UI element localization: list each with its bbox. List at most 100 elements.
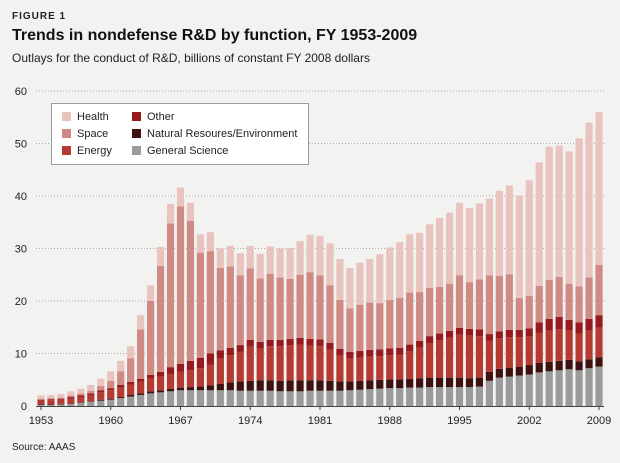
bar-segment-health-2003 [535,162,543,286]
bar-segment-other-1997 [475,329,484,337]
bar-segment-natural-resoures-environment-2003 [535,362,543,373]
bar-segment-general-science-1957 [77,402,85,406]
bar-segment-health-1986 [366,259,374,303]
bar-segment-natural-resoures-environment-1962 [127,394,135,397]
bar-segment-energy-1993 [435,340,444,378]
bar-segment-natural-resoures-environment-1965 [156,390,165,393]
bar-segment-general-science-1969 [196,390,204,406]
bar-segment-other-1996 [465,328,474,336]
x-tick-label: 1995 [447,415,471,427]
bar-segment-general-science-1999 [495,377,503,406]
bar-segment-energy-1988 [386,355,394,380]
bar-segment-health-1979 [296,241,304,275]
bar-segment-space-1965 [156,265,165,372]
bar-segment-natural-resoures-environment-1986 [366,380,374,390]
bar-segment-energy-2006 [565,330,573,360]
bar-segment-other-1977 [276,339,284,347]
bar-segment-natural-resoures-environment-1968 [186,387,195,391]
bar-segment-natural-resoures-environment-1987 [376,379,384,389]
bar-segment-general-science-1998 [485,380,493,406]
bar-segment-energy-1968 [186,370,195,388]
bar-segment-natural-resoures-environment-1964 [147,391,155,394]
bar-segment-energy-1964 [147,378,155,392]
bar-segment-general-science-1997 [475,386,484,406]
bar-segment-health-1995 [455,202,464,276]
bar-segment-natural-resoures-environment-1953 [37,404,45,405]
bar-segment-health-1977 [276,248,284,278]
y-tick-label: 30 [15,244,27,256]
bar-segment-energy-1962 [127,384,135,395]
bar-segment-other-1983 [336,348,344,356]
bar-segment-energy-2004 [545,330,553,362]
bar-segment-natural-resoures-environment-1982 [326,380,334,391]
chart-legend: Health Space Energy Other Natural Resoures/E… [51,103,309,165]
bar-segment-other-1971 [216,350,224,359]
bar-segment-general-science-1960 [107,399,115,406]
bar-segment-energy-1977 [276,346,284,381]
bar-segment-health-1953 [37,395,45,399]
bar-segment-natural-resoures-environment-1970 [206,385,214,391]
bar-segment-general-science-2003 [535,372,543,406]
bar-segment-natural-resoures-environment-1989 [396,379,404,389]
bar-segment-space-1956 [67,395,75,398]
bar-segment-energy-1959 [97,392,105,400]
bar-segment-space-1967 [176,206,185,364]
bar-segment-space-1978 [286,278,294,339]
bar-segment-health-1975 [256,253,264,279]
bar-segment-space-2007 [575,286,583,323]
bar-segment-natural-resoures-environment-2001 [515,366,523,376]
source-note: Source: AAAS [12,442,76,453]
figure-label: FIGURE 1 [12,11,67,22]
bar-segment-energy-1969 [196,368,204,387]
legend-label: Health [77,111,109,123]
bar-segment-space-1968 [186,220,195,361]
bar-segment-space-2009 [595,264,603,316]
bar-segment-other-2008 [585,318,593,331]
bar-segment-other-1974 [246,339,254,347]
x-tick-label: 1974 [238,415,262,427]
bar-segment-space-1977 [276,277,284,340]
bar-segment-health-1987 [376,254,384,304]
bar-segment-health-2006 [565,151,573,284]
bar-segment-space-2001 [515,297,523,330]
bar-segment-space-1988 [386,299,394,349]
bar-segment-other-2005 [555,316,563,330]
bar-segment-energy-1976 [266,346,274,381]
bar-segment-general-science-2007 [575,370,583,406]
bar-segment-natural-resoures-environment-1990 [406,378,414,388]
bar-segment-space-1954 [47,398,55,400]
bar-segment-natural-resoures-environment-1975 [256,380,264,391]
bar-segment-health-1980 [306,234,314,273]
bar-segment-space-1959 [97,386,105,391]
bar-segment-space-1969 [196,252,204,358]
bar-segment-space-1962 [127,358,135,382]
bar-segment-other-1985 [356,350,364,358]
bar-segment-natural-resoures-environment-1966 [166,388,175,392]
bar-segment-natural-resoures-environment-1991 [416,378,424,388]
legend-label: Natural Resoures/Environment [147,128,298,140]
bar-segment-health-1982 [326,243,334,286]
bar-segment-general-science-2009 [595,366,603,407]
bar-segment-natural-resoures-environment-1972 [226,382,234,391]
bar-segment-general-science-1987 [376,388,384,406]
legend-swatch [132,146,141,155]
legend-label: Other [147,111,175,123]
bar-segment-other-1973 [236,345,244,352]
bar-segment-health-1967 [176,187,185,207]
legend-swatch [62,112,71,121]
x-tick-label: 2002 [517,415,541,427]
bar-segment-health-1955 [57,393,65,398]
bar-segment-space-1979 [296,274,304,338]
legend-label: Space [77,128,109,140]
bar-segment-other-1966 [166,367,175,374]
bar-segment-space-1961 [117,371,125,385]
x-tick-label: 1960 [98,415,122,427]
bar-segment-energy-2002 [525,336,533,366]
bar-segment-energy-1956 [67,398,75,404]
bar-segment-other-1978 [286,338,294,346]
bar-segment-space-1995 [455,275,464,328]
bar-segment-space-2006 [565,283,573,320]
bar-segment-natural-resoures-environment-2007 [575,361,583,371]
bar-segment-other-1961 [117,385,125,388]
bar-segment-natural-resoures-environment-1960 [107,398,115,400]
